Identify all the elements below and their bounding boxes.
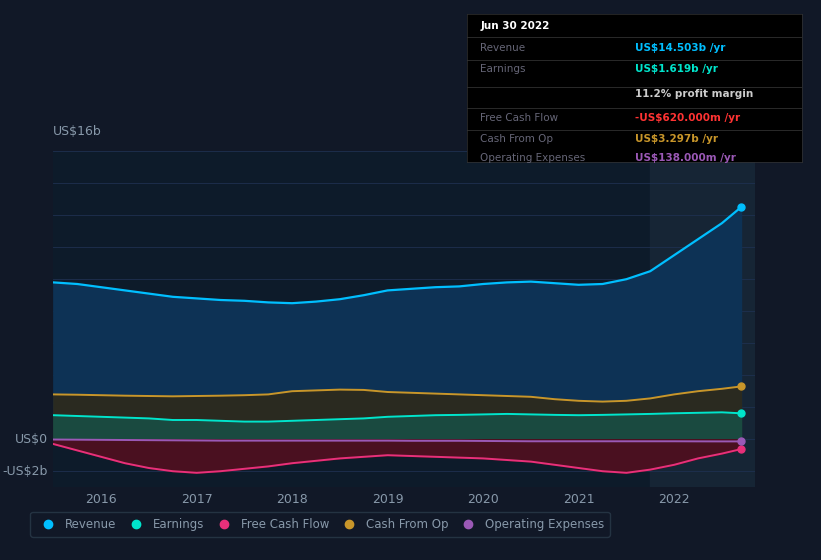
Text: US$16b: US$16b [53,125,102,138]
Text: Revenue: Revenue [480,43,525,53]
Text: Earnings: Earnings [480,64,526,74]
Text: Free Cash Flow: Free Cash Flow [480,113,558,123]
Text: US$138.000m /yr: US$138.000m /yr [635,153,736,164]
Text: Operating Expenses: Operating Expenses [480,153,585,164]
Text: US$14.503b /yr: US$14.503b /yr [635,43,725,53]
Bar [650,151,755,487]
Text: 11.2% profit margin: 11.2% profit margin [635,89,753,99]
Text: US$0: US$0 [15,433,48,446]
Text: Jun 30 2022: Jun 30 2022 [480,21,550,31]
Legend: Revenue, Earnings, Free Cash Flow, Cash From Op, Operating Expenses: Revenue, Earnings, Free Cash Flow, Cash … [30,512,610,536]
Text: US$1.619b /yr: US$1.619b /yr [635,64,718,74]
Text: -US$2b: -US$2b [2,465,48,478]
Text: US$3.297b /yr: US$3.297b /yr [635,134,718,144]
Text: Cash From Op: Cash From Op [480,134,553,144]
Text: -US$620.000m /yr: -US$620.000m /yr [635,113,740,123]
